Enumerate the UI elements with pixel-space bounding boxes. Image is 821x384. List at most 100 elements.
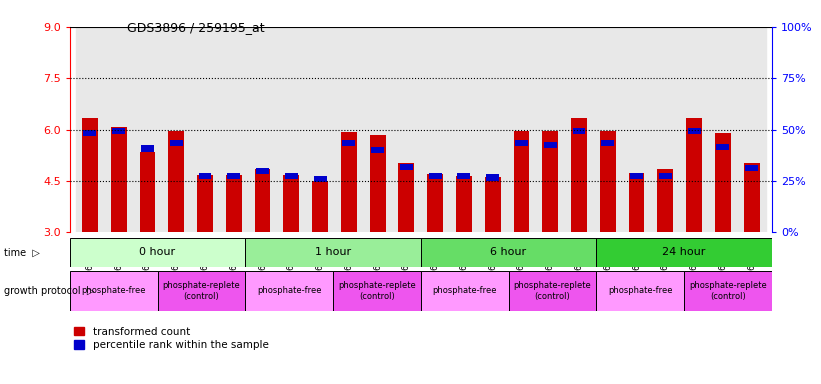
Bar [717,144,729,150]
Bar [429,173,442,179]
Bar [245,271,333,311]
Bar [398,163,415,232]
Bar [544,142,557,148]
Bar [141,146,154,152]
Bar [600,131,616,232]
Bar [508,271,596,311]
Text: phosphate-free: phosphate-free [81,286,146,295]
Bar [341,132,357,232]
Bar [342,140,355,146]
Bar [333,271,421,311]
Bar [392,27,421,232]
Text: phosphate-free: phosphate-free [257,286,321,295]
Bar [400,164,413,170]
Bar [543,131,558,232]
Bar [658,173,672,179]
Bar [421,271,508,311]
Bar [369,135,386,232]
Bar [450,27,479,232]
Bar [227,173,241,179]
Bar [76,27,104,232]
Text: phosphate-replete
(control): phosphate-replete (control) [513,281,591,301]
Bar [571,118,587,232]
Bar [596,238,772,267]
Bar [133,27,162,232]
Bar [256,167,269,174]
Bar [363,27,392,232]
Bar [219,27,248,232]
Bar [737,27,766,232]
Bar [596,271,684,311]
Bar [651,27,680,232]
Bar [572,127,585,134]
Bar [629,174,644,232]
Text: phosphate-free: phosphate-free [608,286,672,295]
Bar [594,27,622,232]
Bar [715,133,731,232]
Bar [507,27,536,232]
Bar [314,176,327,182]
Bar [112,128,125,134]
Text: growth protocol  ▷: growth protocol ▷ [4,286,94,296]
Text: time  ▷: time ▷ [4,248,40,258]
Bar [514,131,530,232]
Bar [84,130,96,136]
Bar [111,127,126,232]
Text: phosphate-free: phosphate-free [433,286,497,295]
Text: GDS3896 / 259195_at: GDS3896 / 259195_at [127,21,265,34]
Text: 24 hour: 24 hour [663,247,706,258]
Bar [70,271,158,311]
Legend: transformed count, percentile rank within the sample: transformed count, percentile rank withi… [70,323,273,354]
Bar [334,27,363,232]
Bar [371,147,384,153]
Bar [82,118,98,232]
Bar [745,165,758,171]
Text: phosphate-replete
(control): phosphate-replete (control) [163,281,241,301]
Bar [312,181,328,232]
Bar [245,238,421,267]
Text: phosphate-replete
(control): phosphate-replete (control) [338,281,415,301]
Bar [536,27,565,232]
Bar [197,175,213,232]
Bar [277,27,305,232]
Bar [686,118,702,232]
Bar [479,27,507,232]
Bar [168,131,184,232]
Bar [457,173,470,179]
Bar [421,238,596,267]
Bar [515,140,528,146]
Bar [283,175,299,232]
Text: 6 hour: 6 hour [490,247,526,258]
Text: 0 hour: 0 hour [140,247,176,258]
Bar [255,169,270,232]
Bar [190,27,219,232]
Bar [709,27,737,232]
Bar [199,173,212,179]
Bar [104,27,133,232]
Bar [601,140,614,146]
Bar [486,174,499,180]
Bar [622,27,651,232]
Bar [70,238,245,267]
Bar [688,127,700,134]
Bar [456,176,472,232]
Bar [170,140,183,146]
Bar [630,173,643,179]
Bar [158,271,245,311]
Bar [162,27,190,232]
Bar [140,152,155,232]
Bar [684,271,772,311]
Bar [226,175,241,232]
Bar [744,163,759,232]
Bar [680,27,709,232]
Bar [285,173,298,179]
Bar [305,27,334,232]
Bar [421,27,450,232]
Bar [484,177,501,232]
Text: phosphate-replete
(control): phosphate-replete (control) [689,281,767,301]
Bar [427,174,443,232]
Bar [565,27,594,232]
Bar [248,27,277,232]
Bar [658,169,673,232]
Text: 1 hour: 1 hour [315,247,351,258]
